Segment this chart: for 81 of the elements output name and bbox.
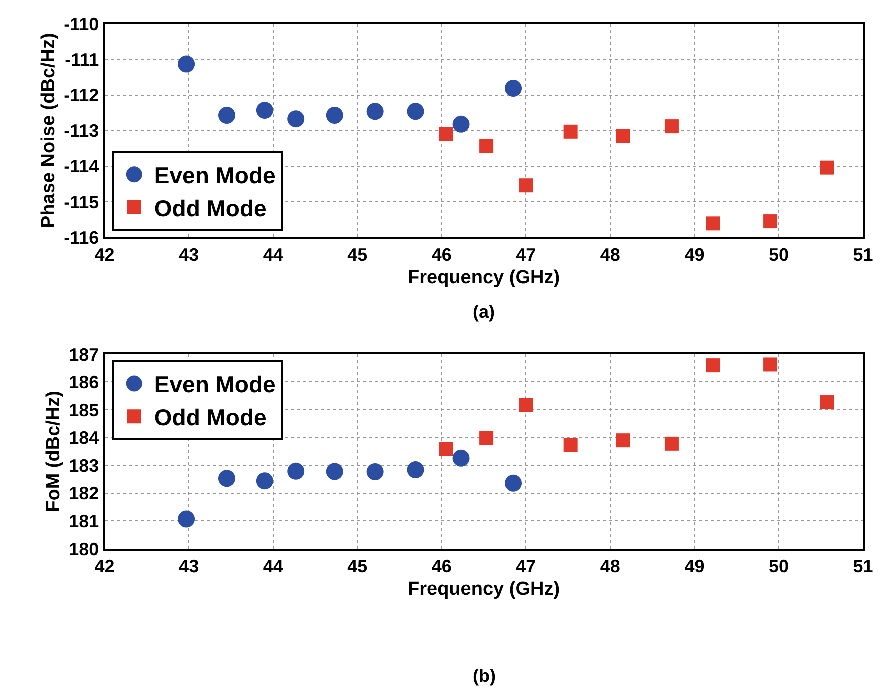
x-tick-label: 51: [853, 245, 874, 266]
y-tick-label: 181: [69, 511, 100, 532]
x-tick-label: 50: [768, 556, 789, 577]
point: [218, 107, 236, 124]
point: [326, 107, 344, 124]
point: [366, 463, 384, 480]
text: (b): [473, 666, 496, 686]
point: [256, 102, 274, 120]
x-tick-label: 46: [432, 245, 452, 266]
x-tick-label: 43: [179, 556, 200, 577]
point: [407, 103, 424, 120]
point: [505, 80, 522, 97]
point: [820, 160, 834, 175]
point: [288, 110, 305, 128]
point: [764, 358, 778, 372]
point: [564, 124, 578, 139]
y-tick-label: 186: [69, 372, 100, 393]
text: (a): [473, 302, 496, 322]
point: [178, 56, 196, 73]
point: [519, 398, 534, 412]
x-tick-label: 49: [684, 556, 705, 577]
x-axis-title: Frequency (GHz): [408, 267, 560, 288]
x-tick-label: 48: [600, 556, 620, 577]
y-tick-label: -110: [64, 14, 100, 34]
y-tick-label: -116: [64, 228, 100, 248]
point: [820, 396, 834, 410]
point: [664, 436, 679, 451]
point: [288, 462, 305, 480]
x-tick-label: 46: [432, 556, 452, 577]
point: [480, 139, 494, 154]
point: [439, 442, 454, 456]
point: [452, 116, 470, 133]
y-tick-label: 184: [69, 428, 100, 448]
point: [764, 214, 778, 229]
legend-label: Odd Mode: [154, 404, 267, 431]
point: [407, 462, 424, 479]
point: [366, 103, 384, 120]
y-tick-label: 185: [69, 400, 100, 420]
x-tick-label: 45: [348, 556, 368, 577]
y-tick-label: 187: [69, 344, 100, 365]
point: [706, 216, 720, 231]
y-axis-title: Phase Noise (dBc/Hz): [38, 33, 60, 228]
x-tick-label: 42: [94, 556, 115, 577]
point: [439, 127, 454, 142]
x-tick-label: 49: [684, 245, 705, 266]
legend-label: Even Mode: [154, 372, 276, 398]
point: [519, 178, 534, 193]
x-tick-label: 42: [94, 245, 115, 266]
y-tick-label: -114: [64, 156, 100, 177]
x-tick-label: 44: [263, 556, 284, 577]
x-tick-label: 47: [516, 556, 536, 577]
legend-label: Even Mode: [154, 162, 276, 189]
y-tick-label: -113: [64, 121, 100, 142]
x-axis-title: Frequency (GHz): [408, 578, 560, 600]
point: [178, 510, 196, 528]
x-tick-label: 44: [263, 245, 284, 266]
x-tick-label: 45: [348, 245, 368, 266]
x-tick-label: 48: [600, 245, 620, 266]
x-tick-label: 50: [768, 245, 789, 266]
y-tick-label: -111: [65, 50, 100, 70]
point: [505, 474, 522, 492]
x-tick-label: 43: [179, 245, 200, 266]
point: [326, 463, 344, 480]
x-tick-label: 51: [853, 556, 874, 577]
y-axis-title: FoM (dBc/Hz): [44, 391, 65, 512]
x-tick-label: 47: [516, 245, 536, 266]
y-tick-label: 180: [69, 539, 100, 560]
point: [480, 431, 494, 446]
legend-label: Odd Mode: [154, 195, 267, 222]
point: [452, 450, 470, 467]
point: [218, 470, 236, 488]
point: [616, 434, 630, 448]
y-tick-label: 182: [69, 484, 100, 504]
y-tick-label: 183: [69, 456, 100, 476]
point: [664, 120, 679, 134]
point: [564, 438, 578, 452]
y-tick-label: -112: [64, 86, 100, 106]
point: [256, 472, 274, 490]
y-tick-label: -115: [64, 192, 100, 212]
point: [616, 129, 630, 144]
point: [706, 358, 720, 373]
